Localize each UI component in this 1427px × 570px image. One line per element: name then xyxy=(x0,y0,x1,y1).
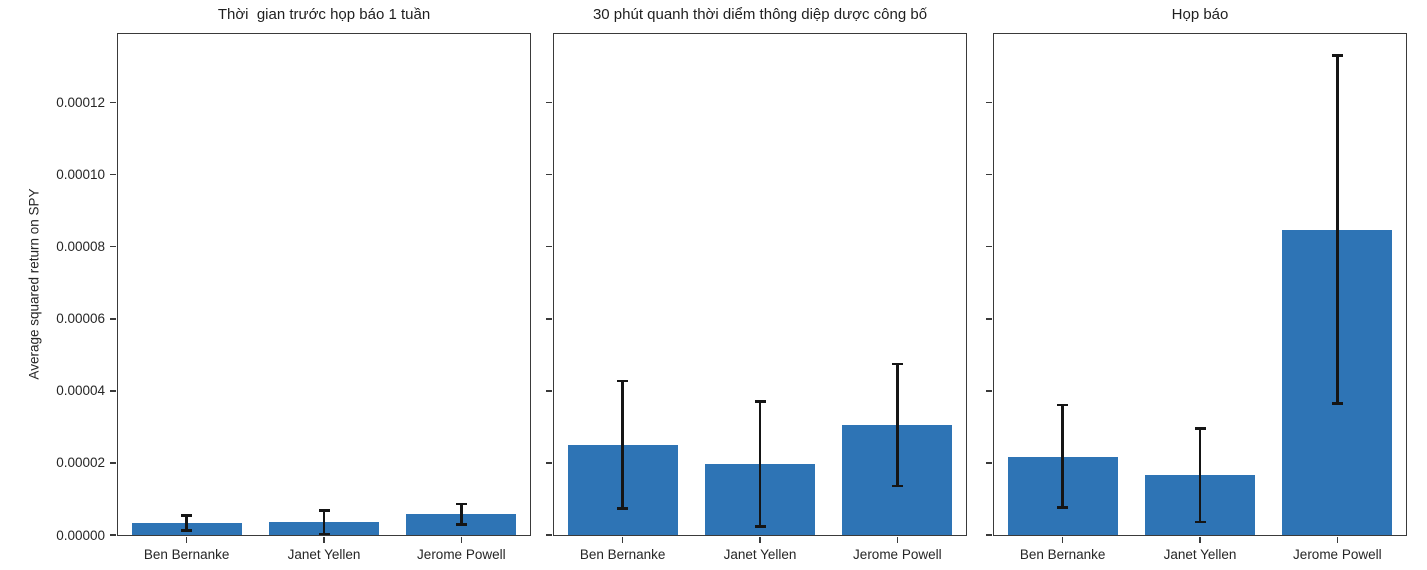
y-tick-label: 0.00006 xyxy=(56,311,105,327)
error-cap-bottom-janet-yellen xyxy=(754,525,766,528)
panel-title-pre-press-week: Thời gian trước họp báo 1 tuần xyxy=(217,6,431,23)
x-tick-label-jerome-powell: Jerome Powell xyxy=(1293,547,1382,562)
panel-30min-announcement: 30 phút quanh thời diểm thông diệp dược … xyxy=(546,6,967,562)
x-tick-mark xyxy=(1336,537,1339,543)
y-tick-label: 0.00002 xyxy=(56,455,105,471)
y-tick-mark xyxy=(110,534,116,536)
x-tick-mark xyxy=(1061,537,1064,543)
error-cap-top-ben-bernanke xyxy=(617,379,629,382)
error-cap-bottom-jerome-powell xyxy=(891,484,903,488)
y-tick-mark xyxy=(110,390,116,392)
x-tick-mark xyxy=(460,537,463,543)
y-tick-mark xyxy=(986,317,992,320)
y-tick-label: 0.00004 xyxy=(56,383,105,399)
panel-title-press-conference: Họp báo xyxy=(1171,6,1229,23)
x-tick-label-jerome-powell: Jerome Powell xyxy=(853,547,942,562)
y-tick-mark xyxy=(986,101,992,104)
x-tick-label-janet-yellen: Janet Yellen xyxy=(287,547,361,562)
x-tick-mark xyxy=(323,537,325,543)
error-bar-janet-yellen xyxy=(322,510,326,535)
panel-press-conference: Họp báo Ben Bernanke Janet Yellen Jerome P… xyxy=(986,6,1407,562)
y-tick-mark xyxy=(986,534,992,536)
error-cap-top-ben-bernanke xyxy=(181,514,193,517)
x-tick-mark xyxy=(1199,537,1201,543)
error-cap-top-janet-yellen xyxy=(318,509,330,512)
x-tick-mark xyxy=(759,537,761,543)
x-tick-label-janet-yellen: Janet Yellen xyxy=(723,547,797,562)
y-tick-label: 0.00008 xyxy=(56,239,105,255)
error-bar-ben-bernanke xyxy=(1061,405,1064,508)
x-tick-label-ben-bernanke: Ben Bernanke xyxy=(1019,547,1106,562)
error-bar-janet-yellen xyxy=(758,401,762,527)
y-tick-mark xyxy=(546,462,552,464)
x-tick-mark xyxy=(185,537,188,543)
y-tick-mark xyxy=(546,101,552,104)
y-tick-label: 0.00012 xyxy=(56,94,105,110)
error-cap-top-janet-yellen xyxy=(1194,427,1206,430)
error-cap-bottom-janet-yellen xyxy=(318,533,330,536)
x-tick-label-jerome-powell: Jerome Powell xyxy=(417,547,506,562)
y-tick-mark xyxy=(110,245,116,248)
error-cap-bottom-ben-bernanke xyxy=(181,529,193,532)
error-cap-bottom-jerome-powell xyxy=(1331,402,1343,405)
x-tick-mark xyxy=(896,537,899,543)
y-tick-mark xyxy=(110,101,116,104)
y-tick-mark xyxy=(986,173,992,176)
error-bar-ben-bernanke xyxy=(621,380,624,509)
y-tick-label: 0.00010 xyxy=(56,167,105,183)
y-tick-mark xyxy=(110,173,116,176)
y-tick-mark xyxy=(986,462,992,464)
error-cap-bottom-janet-yellen xyxy=(1194,520,1206,524)
error-bar-janet-yellen xyxy=(1198,428,1202,523)
error-bar-jerome-powell xyxy=(1336,55,1339,404)
y-tick-mark xyxy=(110,462,116,464)
error-cap-bottom-ben-bernanke xyxy=(617,507,629,510)
error-cap-top-ben-bernanke xyxy=(1057,404,1069,407)
error-bar-ben-bernanke xyxy=(185,515,188,531)
error-cap-top-janet-yellen xyxy=(754,400,766,403)
y-tick-mark xyxy=(986,390,992,392)
panel-title-30min-announcement: 30 phút quanh thời diểm thông diệp dược … xyxy=(592,6,928,23)
y-tick-mark xyxy=(546,317,552,320)
error-cap-top-jerome-powell xyxy=(1331,54,1343,57)
x-tick-label-ben-bernanke: Ben Bernanke xyxy=(143,547,230,562)
error-cap-bottom-ben-bernanke xyxy=(1057,506,1069,509)
y-axis-tick-labels: 0.00000 0.00002 0.00004 0.00006 0.00008 0.000… xyxy=(0,0,105,570)
y-tick-mark xyxy=(546,245,552,248)
y-tick-label: 0.00000 xyxy=(56,527,105,543)
y-tick-mark xyxy=(546,173,552,176)
x-tick-label-ben-bernanke: Ben Bernanke xyxy=(579,547,666,562)
panel-pre-press-week: Thời gian trước họp báo 1 tuần Ben Berna… xyxy=(110,6,531,562)
x-tick-mark xyxy=(621,537,624,543)
y-tick-mark xyxy=(546,390,552,392)
error-cap-bottom-jerome-powell xyxy=(455,523,467,526)
y-tick-mark xyxy=(546,534,552,536)
y-tick-mark xyxy=(110,317,116,320)
y-tick-mark xyxy=(986,245,992,248)
error-cap-top-jerome-powell xyxy=(455,502,467,506)
error-cap-top-jerome-powell xyxy=(891,362,903,365)
error-bar-jerome-powell xyxy=(896,363,899,486)
x-tick-label-janet-yellen: Janet Yellen xyxy=(1163,547,1237,562)
error-bar-jerome-powell xyxy=(460,504,463,525)
